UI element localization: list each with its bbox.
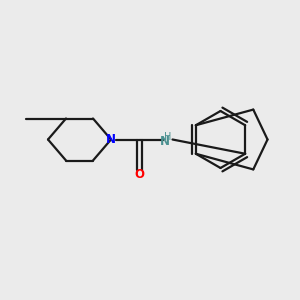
Text: N: N	[159, 135, 170, 148]
Text: H: H	[164, 132, 172, 142]
Text: O: O	[134, 168, 145, 182]
Text: N: N	[106, 133, 116, 146]
